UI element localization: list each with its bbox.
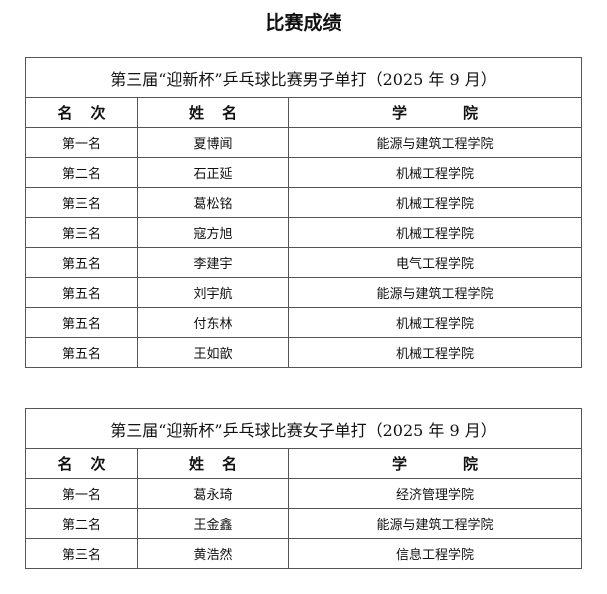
table-row: 第二名 石正延 机械工程学院 xyxy=(25,157,582,188)
table-row: 第一名 葛永琦 经济管理学院 xyxy=(25,478,582,509)
name-cell: 付东林 xyxy=(137,307,289,338)
table-row: 第五名 王如歆 机械工程学院 xyxy=(25,337,582,368)
rank-cell: 第五名 xyxy=(25,337,138,368)
college-cell: 能源与建筑工程学院 xyxy=(288,277,582,308)
rank-cell: 第三名 xyxy=(25,538,138,569)
table-row: 第二名 王金鑫 能源与建筑工程学院 xyxy=(25,508,582,539)
name-cell: 夏博闻 xyxy=(137,127,289,158)
table-row: 第三名 黄浩然 信息工程学院 xyxy=(25,538,582,569)
page-title: 比赛成绩 xyxy=(265,12,342,34)
college-cell: 能源与建筑工程学院 xyxy=(288,508,582,539)
table-caption: 第三届“迎新杯”乒乓球比赛女子单打（2025 年 9 月） xyxy=(25,408,582,449)
header-name: 姓名 xyxy=(137,97,289,128)
table-row: 第五名 刘宇航 能源与建筑工程学院 xyxy=(25,277,582,308)
name-cell: 黄浩然 xyxy=(137,538,289,569)
name-cell: 刘宇航 xyxy=(137,277,289,308)
rank-cell: 第一名 xyxy=(25,127,138,158)
rank-cell: 第三名 xyxy=(25,187,138,218)
college-cell: 机械工程学院 xyxy=(288,307,582,338)
name-cell: 王如歆 xyxy=(137,337,289,368)
college-cell: 经济管理学院 xyxy=(288,478,582,509)
rank-cell: 第五名 xyxy=(25,277,138,308)
mens-singles-table: 第三届“迎新杯”乒乓球比赛男子单打（2025 年 9 月） 名次 姓名 学院 第… xyxy=(25,57,582,368)
college-cell: 信息工程学院 xyxy=(288,538,582,569)
college-cell: 机械工程学院 xyxy=(288,337,582,368)
rank-cell: 第五名 xyxy=(25,247,138,278)
name-cell: 葛松铭 xyxy=(137,187,289,218)
rank-cell: 第五名 xyxy=(25,307,138,338)
rank-cell: 第三名 xyxy=(25,217,138,248)
name-cell: 王金鑫 xyxy=(137,508,289,539)
table-row: 第五名 李建宇 电气工程学院 xyxy=(25,247,582,278)
rank-cell: 第二名 xyxy=(25,157,138,188)
rank-cell: 第二名 xyxy=(25,508,138,539)
table-row: 第五名 付东林 机械工程学院 xyxy=(25,307,582,338)
name-cell: 石正延 xyxy=(137,157,289,188)
header-college: 学院 xyxy=(288,448,582,479)
table-caption: 第三届“迎新杯”乒乓球比赛男子单打（2025 年 9 月） xyxy=(25,57,582,98)
header-rank: 名次 xyxy=(25,448,138,479)
college-cell: 机械工程学院 xyxy=(288,187,582,218)
header-rank: 名次 xyxy=(25,97,138,128)
college-cell: 机械工程学院 xyxy=(288,157,582,188)
table-row: 第一名 夏博闻 能源与建筑工程学院 xyxy=(25,127,582,158)
table-row: 第三名 葛松铭 机械工程学院 xyxy=(25,187,582,218)
name-cell: 李建宇 xyxy=(137,247,289,278)
name-cell: 寇方旭 xyxy=(137,217,289,248)
womens-singles-table: 第三届“迎新杯”乒乓球比赛女子单打（2025 年 9 月） 名次 姓名 学院 第… xyxy=(25,408,582,569)
header-college: 学院 xyxy=(288,97,582,128)
rank-cell: 第一名 xyxy=(25,478,138,509)
college-cell: 机械工程学院 xyxy=(288,217,582,248)
name-cell: 葛永琦 xyxy=(137,478,289,509)
college-cell: 能源与建筑工程学院 xyxy=(288,127,582,158)
header-name: 姓名 xyxy=(137,448,289,479)
table-row: 第三名 寇方旭 机械工程学院 xyxy=(25,217,582,248)
college-cell: 电气工程学院 xyxy=(288,247,582,278)
